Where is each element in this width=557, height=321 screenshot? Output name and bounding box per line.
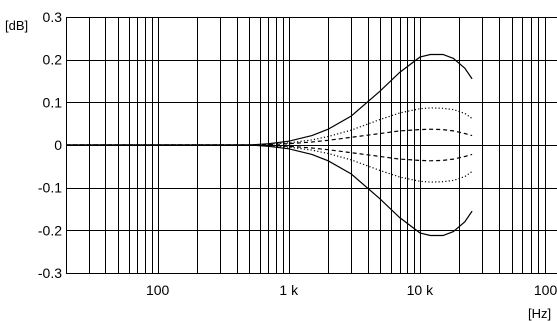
y-tick-label: -0.3 — [38, 265, 62, 281]
series-line-5 — [66, 144, 473, 183]
series-line-6 — [66, 144, 473, 237]
x-tick-label: 100 — [146, 282, 170, 298]
series-line-2 — [66, 107, 473, 146]
y-tick-label: -0.2 — [38, 222, 62, 238]
series-line-3 — [66, 128, 473, 146]
x-tick-label: 1 k — [279, 282, 299, 298]
y-tick-label: 0.1 — [43, 94, 63, 110]
y-tick-label: 0 — [54, 137, 62, 153]
x-tick-labels: 100 1 k 10 k 100 k — [146, 282, 557, 298]
series-line-1 — [66, 53, 473, 146]
y-unit-label: [dB] — [5, 18, 28, 33]
series-group — [66, 53, 473, 237]
y-tick-label: -0.1 — [38, 180, 62, 196]
y-tick-labels: 0.3 0.2 0.1 0 -0.1 -0.2 -0.3 — [38, 9, 62, 281]
y-tick-label: 0.2 — [43, 52, 63, 68]
x-tick-label: 10 k — [407, 282, 434, 298]
series-line-4 — [66, 144, 473, 162]
x-unit-label: [Hz] — [528, 306, 551, 321]
y-tick-label: 0.3 — [43, 9, 63, 25]
x-tick-label: 100 k — [534, 282, 557, 298]
